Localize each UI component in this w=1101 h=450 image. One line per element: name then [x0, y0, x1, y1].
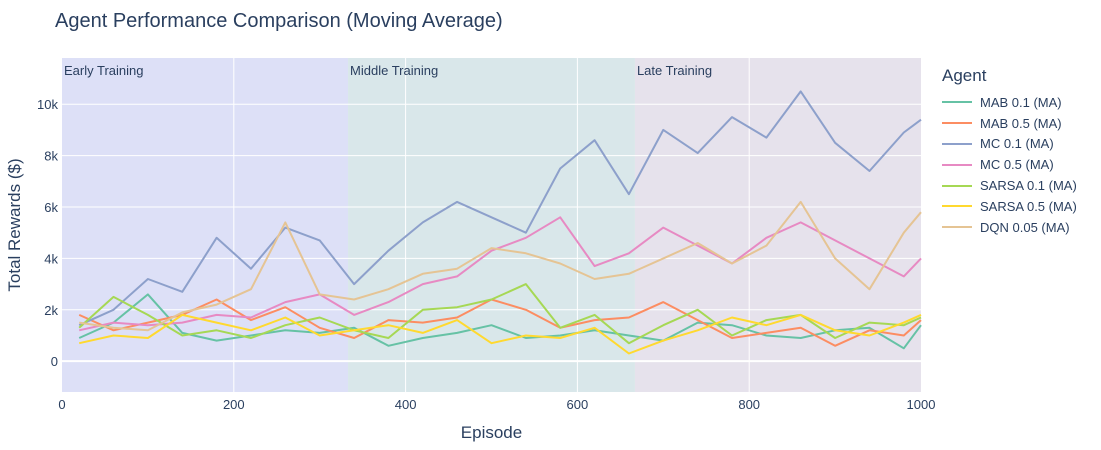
legend-label-0: MAB 0.1 (MA)	[980, 94, 1062, 110]
y-tick-label-3: 6k	[44, 200, 58, 215]
training-regions	[62, 58, 921, 392]
legend-swatch-0	[942, 101, 972, 104]
legend-item-3[interactable]: MC 0.5 (MA)	[942, 154, 1077, 175]
region-1	[348, 58, 635, 392]
legend-items: MAB 0.1 (MA) MAB 0.5 (MA) MC 0.1 (MA) MC 0.…	[942, 92, 1077, 238]
legend-label-4: SARSA 0.1 (MA)	[980, 178, 1077, 194]
x-tick-label-1: 200	[223, 397, 245, 412]
y-axis-title: Total Rewards ($)	[5, 158, 24, 291]
series-line-5	[78, 313, 922, 355]
legend-swatch-1	[942, 122, 972, 125]
region-2	[634, 58, 921, 392]
chart-title: Agent Performance Comparison (Moving Ave…	[55, 10, 503, 32]
y-tick-label-0: 0	[51, 354, 58, 369]
legend-title: Agent	[942, 66, 987, 85]
legend-swatch-4	[942, 184, 972, 187]
region-0	[62, 58, 349, 392]
legend: Agent MAB 0.1 (MA) MAB 0.5 (MA) MC 0.1 (MA…	[942, 66, 1077, 238]
legend-swatch-5	[942, 205, 972, 208]
y-tick-label-5: 10k	[37, 97, 58, 112]
x-tick-label-0: 0	[58, 397, 65, 412]
legend-item-6[interactable]: DQN 0.05 (MA)	[942, 217, 1077, 238]
series-line-6	[79, 200, 922, 332]
legend-label-3: MC 0.5 (MA)	[980, 157, 1054, 173]
y-axis-ticks: 0 2k 4k 6k 8k 10k	[37, 97, 58, 369]
x-tick-label-4: 800	[738, 397, 760, 412]
series-line-3	[78, 216, 922, 332]
region-labels: Early Training Middle Training Late Traini…	[64, 63, 712, 78]
x-tick-label-5: 1000	[907, 397, 936, 412]
legend-item-4[interactable]: SARSA 0.1 (MA)	[942, 175, 1077, 196]
legend-label-2: MC 0.1 (MA)	[980, 136, 1054, 152]
y-tick-label-2: 4k	[44, 251, 58, 266]
legend-item-2[interactable]: MC 0.1 (MA)	[942, 134, 1077, 155]
legend-item-0[interactable]: MAB 0.1 (MA)	[942, 92, 1077, 113]
legend-swatch-3	[942, 163, 972, 166]
region-label-1: Middle Training	[350, 63, 438, 78]
legend-label-1: MAB 0.5 (MA)	[980, 115, 1062, 131]
legend-item-1[interactable]: MAB 0.5 (MA)	[942, 113, 1077, 134]
series-line-2	[78, 90, 922, 327]
series-line-0	[78, 293, 922, 350]
legend-label-6: DQN 0.05 (MA)	[980, 219, 1070, 235]
x-axis-ticks: 0 200 400 600 800 1000	[58, 397, 935, 412]
y-tick-label-1: 2k	[44, 303, 58, 318]
legend-label-5: SARSA 0.5 (MA)	[980, 198, 1077, 214]
region-label-2: Late Training	[637, 63, 712, 78]
region-label-0: Early Training	[64, 63, 143, 78]
legend-swatch-6	[942, 226, 972, 229]
x-tick-label-3: 600	[567, 397, 589, 412]
y-tick-label-4: 8k	[44, 149, 58, 164]
x-axis-title: Episode	[461, 423, 522, 442]
series-lines	[78, 90, 922, 355]
legend-item-5[interactable]: SARSA 0.5 (MA)	[942, 196, 1077, 217]
x-tick-label-2: 400	[395, 397, 417, 412]
legend-swatch-2	[942, 142, 972, 145]
